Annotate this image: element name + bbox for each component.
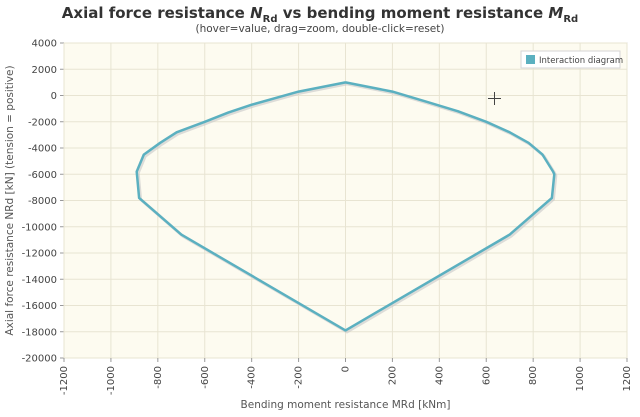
x-tick-label: 200 <box>387 366 398 385</box>
y-axis-label: Axial force resistance NRd [kN] (tension… <box>4 65 16 335</box>
y-tick-label: -4000 <box>28 144 57 155</box>
x-tick-label: 0 <box>341 366 352 372</box>
data-point <box>527 141 530 144</box>
x-tick-label: -1000 <box>106 366 117 395</box>
y-tick-label: -6000 <box>28 170 57 181</box>
y-tick-label: -8000 <box>28 196 57 207</box>
data-point <box>159 141 162 144</box>
x-tick-label: -1200 <box>59 366 70 395</box>
data-point <box>426 101 429 104</box>
data-point <box>227 111 230 114</box>
chart-title: Axial force resistance NRd vs bending mo… <box>61 4 579 25</box>
legend-label: Interaction diagram <box>539 56 623 66</box>
x-tick-label: 600 <box>481 366 492 385</box>
data-point <box>344 329 347 332</box>
y-tick-label: -18000 <box>22 327 57 338</box>
y-tick-label: 2000 <box>32 65 57 76</box>
y-tick-label: -16000 <box>22 301 57 312</box>
y-tick-label: -20000 <box>22 354 57 365</box>
x-tick-label: 800 <box>528 366 539 385</box>
y-tick-label: -14000 <box>22 275 57 286</box>
crosshair-cursor-icon <box>488 92 501 105</box>
data-point <box>138 196 141 199</box>
x-tick-label: 400 <box>434 366 445 385</box>
data-point <box>508 233 511 236</box>
x-axis-label: Bending moment resistance MRd [kNm] <box>241 399 451 411</box>
data-point <box>180 233 183 236</box>
y-tick-label: 0 <box>51 91 57 102</box>
x-tick-label: -600 <box>200 366 211 389</box>
x-tick-label: 1200 <box>622 366 633 391</box>
data-point <box>175 131 178 134</box>
data-point <box>553 173 556 176</box>
data-point <box>203 120 206 123</box>
x-tick-label: -200 <box>294 366 305 389</box>
data-point <box>541 153 544 156</box>
data-point <box>552 170 555 173</box>
y-tick-label: -2000 <box>28 117 57 128</box>
y-tick-label: -10000 <box>22 222 57 233</box>
series-line <box>135 81 556 332</box>
y-tick-label: -12000 <box>22 249 57 260</box>
data-point <box>550 196 553 199</box>
data-point <box>457 110 460 113</box>
data-point <box>391 90 394 93</box>
data-point <box>142 153 145 156</box>
y-tick-label: 4000 <box>32 39 57 50</box>
data-point <box>485 120 488 123</box>
data-point <box>508 131 511 134</box>
data-point <box>135 170 138 173</box>
legend-swatch <box>526 55 535 64</box>
data-point <box>250 103 253 106</box>
data-point <box>344 81 347 84</box>
x-tick-label: 1000 <box>575 366 586 391</box>
x-tick-label: -400 <box>247 366 258 389</box>
data-point <box>297 90 300 93</box>
legend-box <box>520 50 621 69</box>
x-tick-label: -800 <box>153 366 164 389</box>
chart-subtitle: (hover=value, drag=zoom, double-click=re… <box>195 23 445 35</box>
